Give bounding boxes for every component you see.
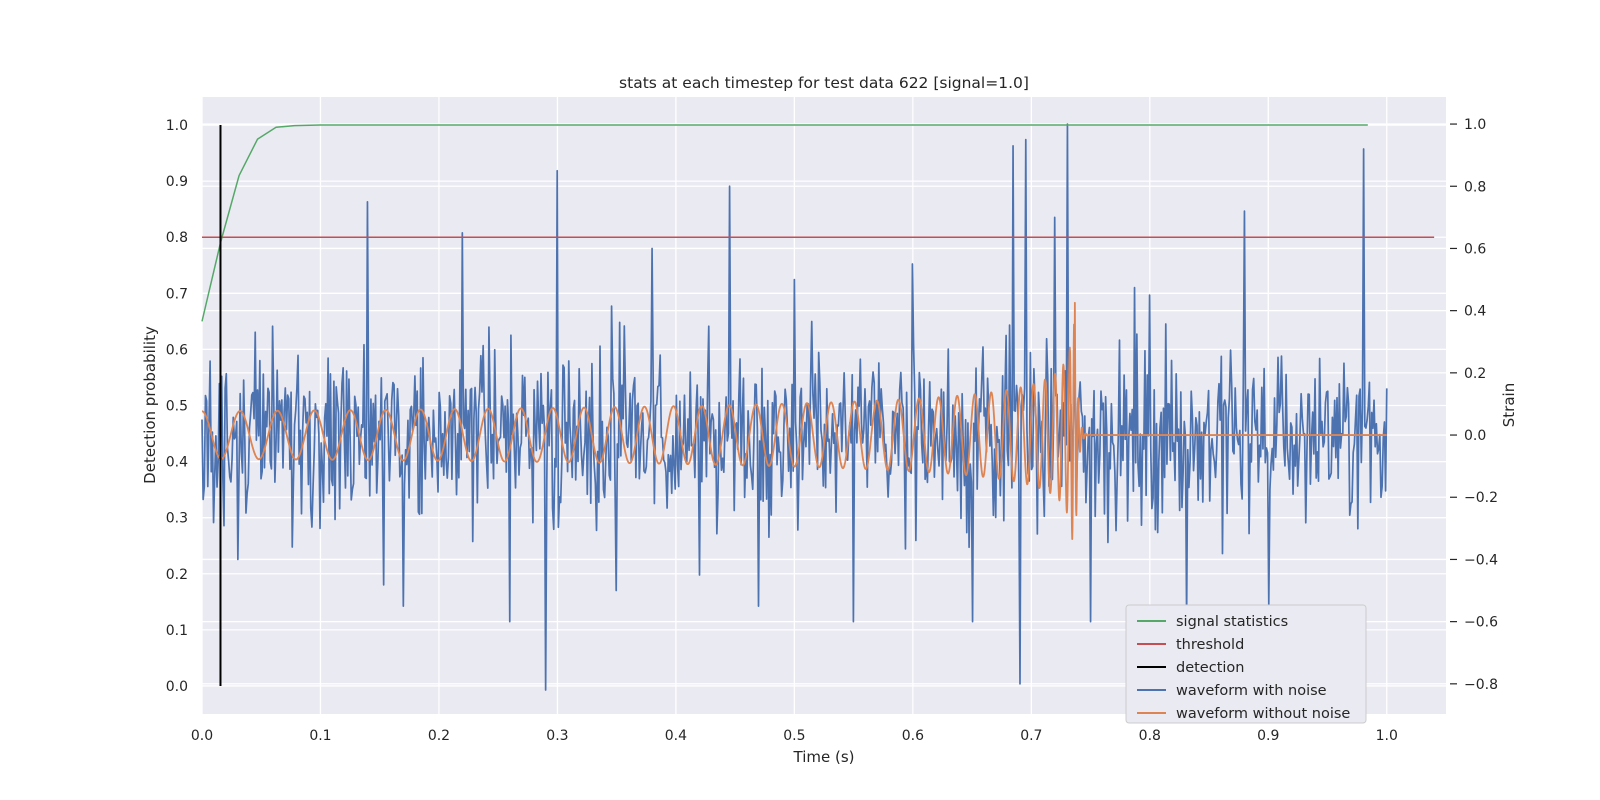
x-tick-label: 0.5	[783, 728, 805, 744]
legend-box	[1125, 604, 1367, 724]
x-ticks: 0.0 0.1 0.2 0.3 0.4 0.5 0.6 0.7 0.8 0.9 1.0	[191, 728, 1398, 744]
y-tick-label: 0.2	[166, 567, 188, 583]
legend: signal statistics threshold detection wavef…	[1125, 604, 1367, 724]
chart-title: stats at each timestep for test data 622…	[619, 74, 1029, 92]
x-tick-label: 0.4	[665, 728, 687, 744]
x-axis-label: Time (s)	[793, 748, 855, 766]
series-signal-statistics	[201, 124, 1368, 322]
y-tick-label: 0.0	[166, 679, 188, 695]
y-tick-label: 0.8	[166, 230, 188, 246]
y2-tick-label: 0.0	[1464, 428, 1486, 444]
y2-tick-label: −0.2	[1464, 490, 1498, 506]
y2-tick-label: −0.4	[1464, 552, 1498, 568]
y2-tick-label: 0.2	[1464, 366, 1486, 382]
legend-entry-label: waveform with noise	[1176, 683, 1327, 699]
x-tick-label: 0.2	[428, 728, 450, 744]
legend-entry-label: signal statistics	[1176, 614, 1288, 630]
y2-tick-label: −0.8	[1464, 677, 1498, 693]
y-tick-label: 0.1	[166, 623, 188, 639]
x-tick-label: 0.6	[902, 728, 924, 744]
y-ticks: 0.0 0.1 0.2 0.3 0.4 0.5 0.6 0.7 0.8 0.9 1.0	[166, 118, 188, 695]
y-tick-label: 0.3	[166, 511, 188, 527]
y2-tick-label: −0.6	[1464, 615, 1498, 631]
y-tick-label: 0.7	[166, 286, 188, 302]
y-tick-label: 0.6	[166, 342, 188, 358]
y2-tick-label: 0.6	[1464, 241, 1486, 257]
x-tick-label: 1.0	[1376, 728, 1398, 744]
y-tick-label: 0.5	[166, 399, 188, 415]
y2-axis-label: Strain	[1500, 383, 1518, 427]
legend-entry-label: detection	[1176, 660, 1244, 676]
x-tick-label: 0.7	[1020, 728, 1042, 744]
x-tick-label: 0.0	[191, 728, 213, 744]
y2-ticks: −0.8 −0.6 −0.4 −0.2 0.0 0.2 0.4 0.6 0.8 1.0	[1450, 117, 1498, 693]
y-tick-label: 0.9	[166, 174, 188, 190]
y2-tick-label: 0.4	[1464, 304, 1486, 320]
y-tick-label: 0.4	[166, 455, 188, 471]
y-tick-label: 1.0	[166, 118, 188, 134]
x-tick-label: 0.9	[1257, 728, 1279, 744]
legend-entry-label: waveform without noise	[1176, 706, 1350, 722]
x-tick-label: 0.8	[1139, 728, 1161, 744]
y2-tick-label: 0.8	[1464, 179, 1486, 195]
legend-items: signal statistics threshold detection wavef…	[1137, 614, 1350, 722]
y2-tick-label: 1.0	[1464, 117, 1486, 133]
x-tick-label: 0.3	[546, 728, 568, 744]
series-waveform-without-noise	[201, 301, 1388, 541]
y-axis-label: Detection probability	[141, 326, 159, 484]
series-layer	[201, 123, 1435, 691]
x-tick-label: 0.1	[309, 728, 331, 744]
legend-entry-label: threshold	[1176, 637, 1244, 653]
